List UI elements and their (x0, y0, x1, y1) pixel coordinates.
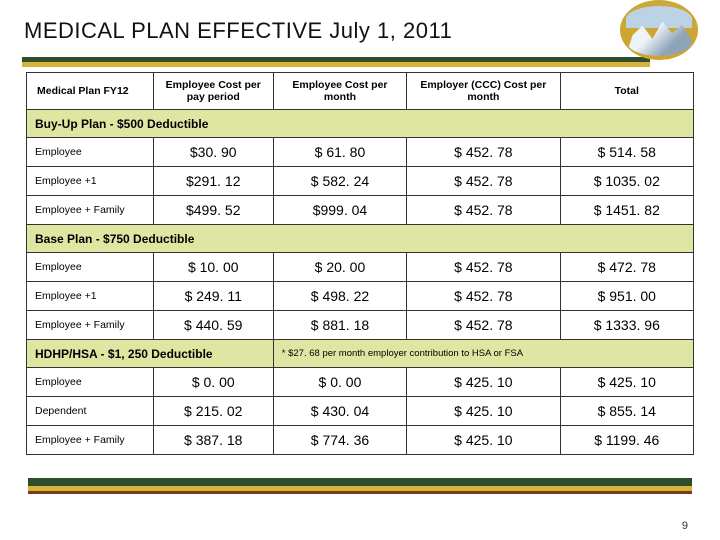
medical-plan-table: Medical Plan FY12 Employee Cost per pay … (26, 72, 694, 455)
table-header-row: Medical Plan FY12 Employee Cost per pay … (27, 73, 694, 110)
plan-table-container: Medical Plan FY12 Employee Cost per pay … (0, 68, 720, 455)
cell-emp-pm: $ 0. 00 (273, 368, 406, 397)
table-row: Employee + Family$ 440. 59$ 881. 18$ 452… (27, 311, 694, 340)
table-row: Employee +1$291. 12$ 582. 24$ 452. 78$ 1… (27, 167, 694, 196)
cell-er-pm: $ 452. 78 (407, 282, 560, 311)
cell-total: $ 855. 14 (560, 397, 693, 426)
cell-total: $ 1451. 82 (560, 196, 693, 225)
col-emp-pp: Employee Cost per pay period (153, 73, 273, 110)
cell-emp-pm: $999. 04 (273, 196, 406, 225)
title-underline (22, 57, 650, 62)
cell-emp-pp: $ 0. 00 (153, 368, 273, 397)
row-label: Employee + Family (27, 311, 154, 340)
cell-er-pm: $ 425. 10 (407, 426, 560, 455)
row-label: Dependent (27, 397, 154, 426)
section-header-row: Buy-Up Plan - $500 Deductible (27, 110, 694, 138)
cell-emp-pp: $30. 90 (153, 138, 273, 167)
cell-total: $ 1035. 02 (560, 167, 693, 196)
col-er-pm: Employer (CCC) Cost per month (407, 73, 560, 110)
section-heading: Base Plan - $750 Deductible (27, 225, 694, 253)
cell-er-pm: $ 452. 78 (407, 253, 560, 282)
table-row: Employee$30. 90$ 61. 80$ 452. 78$ 514. 5… (27, 138, 694, 167)
cell-er-pm: $ 425. 10 (407, 368, 560, 397)
cell-er-pm: $ 452. 78 (407, 311, 560, 340)
cell-er-pm: $ 452. 78 (407, 138, 560, 167)
cell-emp-pp: $ 387. 18 (153, 426, 273, 455)
section-heading: Buy-Up Plan - $500 Deductible (27, 110, 694, 138)
col-plan: Medical Plan FY12 (27, 73, 154, 110)
cell-total: $ 1199. 46 (560, 426, 693, 455)
cell-emp-pp: $ 10. 00 (153, 253, 273, 282)
cell-emp-pm: $ 582. 24 (273, 167, 406, 196)
cell-er-pm: $ 425. 10 (407, 397, 560, 426)
cell-emp-pm: $ 774. 36 (273, 426, 406, 455)
cell-emp-pm: $ 498. 22 (273, 282, 406, 311)
slide-header: MEDICAL PLAN EFFECTIVE July 1, 2011 (0, 0, 720, 68)
table-row: Employee$ 10. 00$ 20. 00$ 452. 78$ 472. … (27, 253, 694, 282)
cell-emp-pm: $ 20. 00 (273, 253, 406, 282)
mountain-logo-icon (620, 0, 698, 62)
cell-emp-pp: $ 440. 59 (153, 311, 273, 340)
page-title: MEDICAL PLAN EFFECTIVE July 1, 2011 (24, 18, 720, 44)
cell-total: $ 425. 10 (560, 368, 693, 397)
row-label: Employee +1 (27, 167, 154, 196)
cell-er-pm: $ 452. 78 (407, 167, 560, 196)
section-heading: HDHP/HSA - $1, 250 Deductible (27, 340, 274, 368)
cell-emp-pm: $ 430. 04 (273, 397, 406, 426)
page-number: 9 (682, 520, 688, 532)
cell-emp-pm: $ 881. 18 (273, 311, 406, 340)
table-row: Employee + Family$499. 52$999. 04$ 452. … (27, 196, 694, 225)
table-row: Employee + Family$ 387. 18$ 774. 36$ 425… (27, 426, 694, 455)
table-row: Dependent$ 215. 02$ 430. 04$ 425. 10$ 85… (27, 397, 694, 426)
row-label: Employee + Family (27, 196, 154, 225)
col-total: Total (560, 73, 693, 110)
cell-total: $ 472. 78 (560, 253, 693, 282)
footer-decoration (28, 478, 692, 494)
section-note: * $27. 68 per month employer contributio… (273, 340, 693, 368)
cell-total: $ 1333. 96 (560, 311, 693, 340)
section-header-row: HDHP/HSA - $1, 250 Deductible* $27. 68 p… (27, 340, 694, 368)
row-label: Employee +1 (27, 282, 154, 311)
cell-total: $ 514. 58 (560, 138, 693, 167)
cell-emp-pm: $ 61. 80 (273, 138, 406, 167)
row-label: Employee (27, 138, 154, 167)
row-label: Employee (27, 368, 154, 397)
row-label: Employee + Family (27, 426, 154, 455)
col-emp-pm: Employee Cost per month (273, 73, 406, 110)
cell-emp-pp: $ 215. 02 (153, 397, 273, 426)
row-label: Employee (27, 253, 154, 282)
cell-emp-pp: $ 249. 11 (153, 282, 273, 311)
cell-total: $ 951. 00 (560, 282, 693, 311)
table-row: Employee +1$ 249. 11$ 498. 22$ 452. 78$ … (27, 282, 694, 311)
section-header-row: Base Plan - $750 Deductible (27, 225, 694, 253)
cell-emp-pp: $291. 12 (153, 167, 273, 196)
table-row: Employee$ 0. 00$ 0. 00$ 425. 10$ 425. 10 (27, 368, 694, 397)
cell-er-pm: $ 452. 78 (407, 196, 560, 225)
cell-emp-pp: $499. 52 (153, 196, 273, 225)
